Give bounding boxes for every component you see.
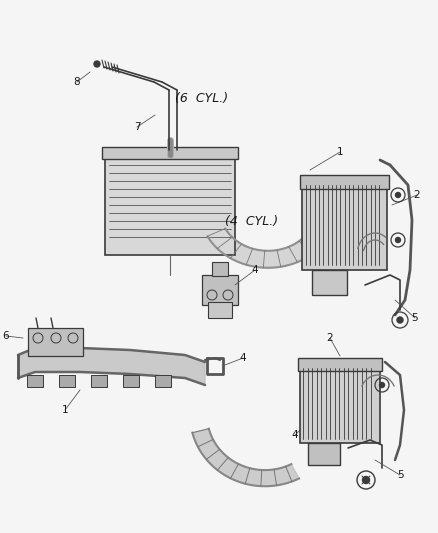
Text: 2: 2: [413, 190, 420, 200]
FancyBboxPatch shape: [298, 358, 382, 371]
FancyBboxPatch shape: [300, 175, 389, 189]
Circle shape: [363, 477, 370, 483]
FancyBboxPatch shape: [105, 155, 235, 255]
Circle shape: [396, 192, 400, 198]
Polygon shape: [208, 216, 335, 268]
FancyBboxPatch shape: [28, 328, 83, 356]
Text: 5: 5: [412, 313, 418, 323]
FancyBboxPatch shape: [302, 185, 387, 270]
Circle shape: [379, 383, 385, 387]
FancyBboxPatch shape: [102, 147, 238, 159]
FancyBboxPatch shape: [59, 375, 75, 387]
Text: 6: 6: [3, 331, 9, 341]
Text: 5: 5: [397, 470, 403, 480]
Text: 4: 4: [292, 430, 298, 440]
Circle shape: [397, 317, 403, 323]
FancyBboxPatch shape: [155, 375, 171, 387]
FancyBboxPatch shape: [308, 443, 340, 465]
FancyBboxPatch shape: [212, 262, 228, 276]
Text: 8: 8: [74, 77, 80, 87]
FancyBboxPatch shape: [300, 368, 380, 443]
Text: 4: 4: [240, 353, 246, 363]
FancyBboxPatch shape: [312, 270, 347, 295]
Text: 1: 1: [337, 147, 343, 157]
FancyBboxPatch shape: [91, 375, 107, 387]
Polygon shape: [192, 429, 299, 486]
Text: 4: 4: [252, 265, 258, 275]
Text: 7: 7: [134, 122, 140, 132]
Text: 2: 2: [327, 333, 333, 343]
FancyBboxPatch shape: [202, 275, 238, 305]
FancyBboxPatch shape: [123, 375, 139, 387]
Text: (4  CYL.): (4 CYL.): [225, 215, 279, 228]
Text: 1: 1: [62, 405, 68, 415]
Circle shape: [396, 238, 400, 243]
FancyBboxPatch shape: [208, 302, 232, 318]
Circle shape: [94, 61, 100, 67]
FancyBboxPatch shape: [27, 375, 43, 387]
Polygon shape: [18, 348, 205, 385]
Text: (6  CYL.): (6 CYL.): [175, 92, 228, 105]
